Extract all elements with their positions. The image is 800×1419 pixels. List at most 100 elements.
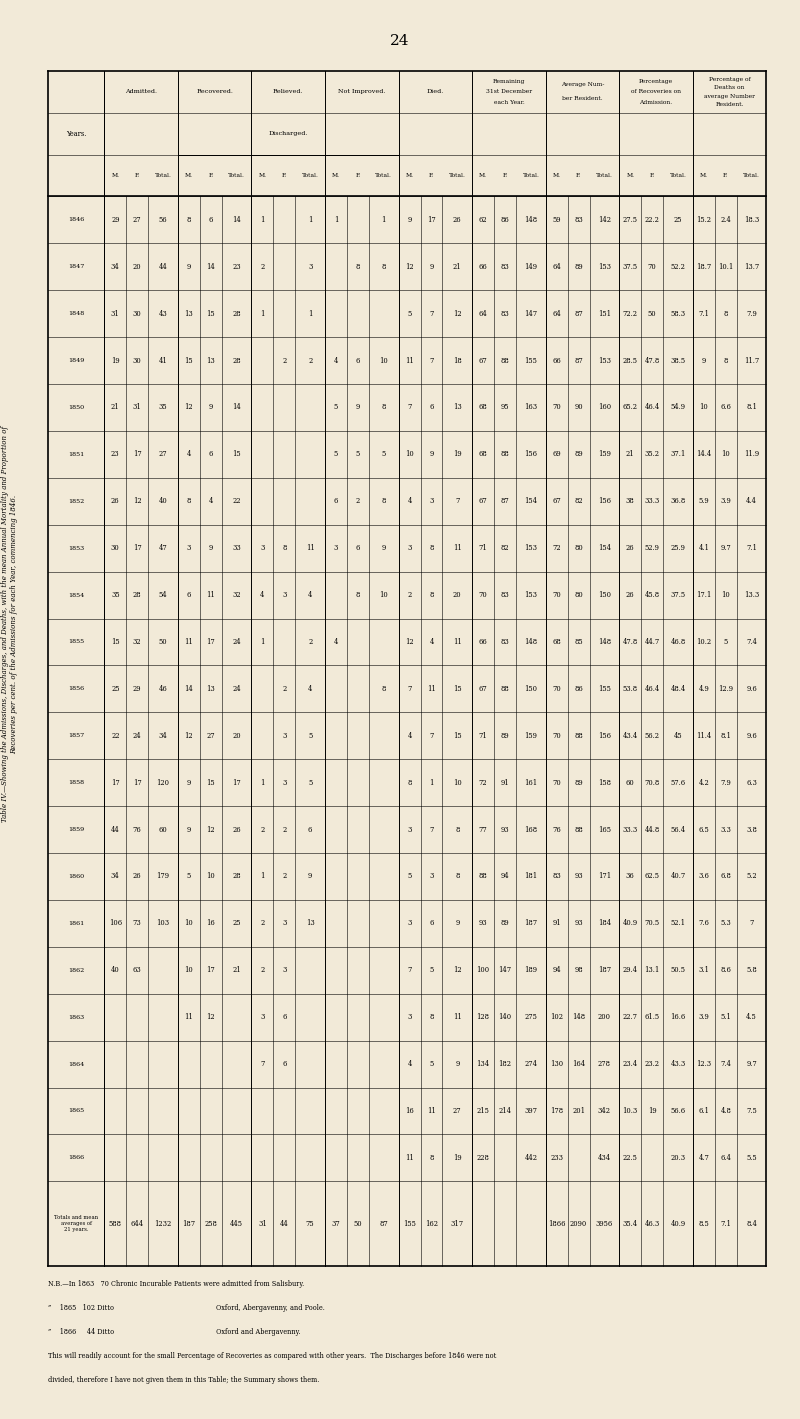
Text: 47.8: 47.8 xyxy=(645,356,660,365)
Text: 13.3: 13.3 xyxy=(744,592,759,599)
Text: 56.6: 56.6 xyxy=(670,1107,686,1115)
Text: 2: 2 xyxy=(282,826,286,833)
Text: 27: 27 xyxy=(206,732,215,739)
Text: 83: 83 xyxy=(552,873,561,880)
Text: 13: 13 xyxy=(453,403,462,412)
Text: 68: 68 xyxy=(552,639,561,646)
Text: 5: 5 xyxy=(308,732,312,739)
Text: 11: 11 xyxy=(405,356,414,365)
Text: 16: 16 xyxy=(206,920,215,928)
Text: 93: 93 xyxy=(501,826,510,833)
Text: 8: 8 xyxy=(356,263,360,271)
Text: of Recoveries on: of Recoveries on xyxy=(631,89,681,94)
Text: 37.5: 37.5 xyxy=(622,263,638,271)
Text: 68: 68 xyxy=(478,403,487,412)
Text: 23.2: 23.2 xyxy=(645,1060,660,1069)
Text: Not Improved.: Not Improved. xyxy=(338,89,386,94)
Text: 153: 153 xyxy=(598,356,611,365)
Text: 87: 87 xyxy=(379,1219,388,1227)
Text: 83: 83 xyxy=(501,309,510,318)
Text: 17: 17 xyxy=(206,966,215,975)
Text: 148: 148 xyxy=(572,1013,585,1022)
Text: 63: 63 xyxy=(133,966,142,975)
Text: 53.8: 53.8 xyxy=(622,685,638,692)
Text: 44: 44 xyxy=(111,826,120,833)
Text: Totals and mean
averages of
21 years.: Totals and mean averages of 21 years. xyxy=(54,1215,98,1232)
Text: 1851: 1851 xyxy=(68,451,84,457)
Text: 258: 258 xyxy=(204,1219,218,1227)
Text: 46.8: 46.8 xyxy=(670,639,686,646)
Text: M.: M. xyxy=(626,173,634,177)
Text: 24: 24 xyxy=(232,639,241,646)
Text: 22: 22 xyxy=(232,497,241,505)
Text: 5.9: 5.9 xyxy=(698,497,709,505)
Text: 149: 149 xyxy=(524,263,538,271)
Text: 7.4: 7.4 xyxy=(720,1060,731,1069)
Text: 7.6: 7.6 xyxy=(698,920,710,928)
Text: 88: 88 xyxy=(574,826,583,833)
Text: 32: 32 xyxy=(133,639,142,646)
Text: 148: 148 xyxy=(598,639,611,646)
Text: 3: 3 xyxy=(334,543,338,552)
Text: 11: 11 xyxy=(185,639,194,646)
Text: 1855: 1855 xyxy=(68,640,84,644)
Text: 22.5: 22.5 xyxy=(622,1154,638,1162)
Text: 3: 3 xyxy=(308,263,312,271)
Text: 1: 1 xyxy=(430,779,434,786)
Text: 8: 8 xyxy=(186,216,191,224)
Text: 2: 2 xyxy=(260,920,265,928)
Text: 9.6: 9.6 xyxy=(746,685,757,692)
Text: 3956: 3956 xyxy=(596,1219,613,1227)
Text: 11: 11 xyxy=(427,1107,436,1115)
Text: 68: 68 xyxy=(478,450,487,458)
Text: 22.2: 22.2 xyxy=(645,216,659,224)
Text: 178: 178 xyxy=(550,1107,563,1115)
Text: 37.5: 37.5 xyxy=(670,592,686,599)
Text: 14: 14 xyxy=(232,403,241,412)
Text: 22.7: 22.7 xyxy=(622,1013,638,1022)
Text: 10: 10 xyxy=(722,450,730,458)
Text: 12: 12 xyxy=(406,639,414,646)
Text: 10: 10 xyxy=(379,592,388,599)
Text: 29: 29 xyxy=(111,216,119,224)
Text: 1: 1 xyxy=(308,216,312,224)
Text: Total.: Total. xyxy=(743,173,760,177)
Text: 189: 189 xyxy=(524,966,538,975)
Text: 128: 128 xyxy=(477,1013,490,1022)
Text: 64: 64 xyxy=(552,263,561,271)
Text: 83: 83 xyxy=(501,592,510,599)
Text: 85: 85 xyxy=(574,639,583,646)
Text: 16.6: 16.6 xyxy=(670,1013,686,1022)
Text: 155: 155 xyxy=(525,356,538,365)
Text: 24: 24 xyxy=(133,732,142,739)
Text: 12: 12 xyxy=(185,403,193,412)
Text: 1847: 1847 xyxy=(68,264,84,270)
Text: 187: 187 xyxy=(182,1219,195,1227)
Text: 15: 15 xyxy=(232,450,241,458)
Text: 40.9: 40.9 xyxy=(670,1219,686,1227)
Text: 40: 40 xyxy=(111,966,120,975)
Text: 5.1: 5.1 xyxy=(720,1013,731,1022)
Text: 31: 31 xyxy=(133,403,142,412)
Text: 163: 163 xyxy=(524,403,538,412)
Text: 2: 2 xyxy=(308,356,312,365)
Text: Remaining: Remaining xyxy=(493,79,525,84)
Text: 3: 3 xyxy=(282,592,286,599)
Text: 1865: 1865 xyxy=(68,1108,84,1114)
Text: 44: 44 xyxy=(280,1219,289,1227)
Text: 27.5: 27.5 xyxy=(622,216,638,224)
Text: 10: 10 xyxy=(699,403,708,412)
Text: 10: 10 xyxy=(185,966,194,975)
Text: 11: 11 xyxy=(453,543,462,552)
Text: 1: 1 xyxy=(260,639,265,646)
Text: 5: 5 xyxy=(382,450,386,458)
Text: 46.4: 46.4 xyxy=(645,403,660,412)
Text: 3.8: 3.8 xyxy=(746,826,757,833)
Text: F.: F. xyxy=(723,173,728,177)
Text: 9: 9 xyxy=(186,779,191,786)
Text: 11: 11 xyxy=(453,639,462,646)
Text: 11.9: 11.9 xyxy=(744,450,759,458)
Text: 50: 50 xyxy=(354,1219,362,1227)
Text: 233: 233 xyxy=(550,1154,563,1162)
Text: F.: F. xyxy=(502,173,507,177)
